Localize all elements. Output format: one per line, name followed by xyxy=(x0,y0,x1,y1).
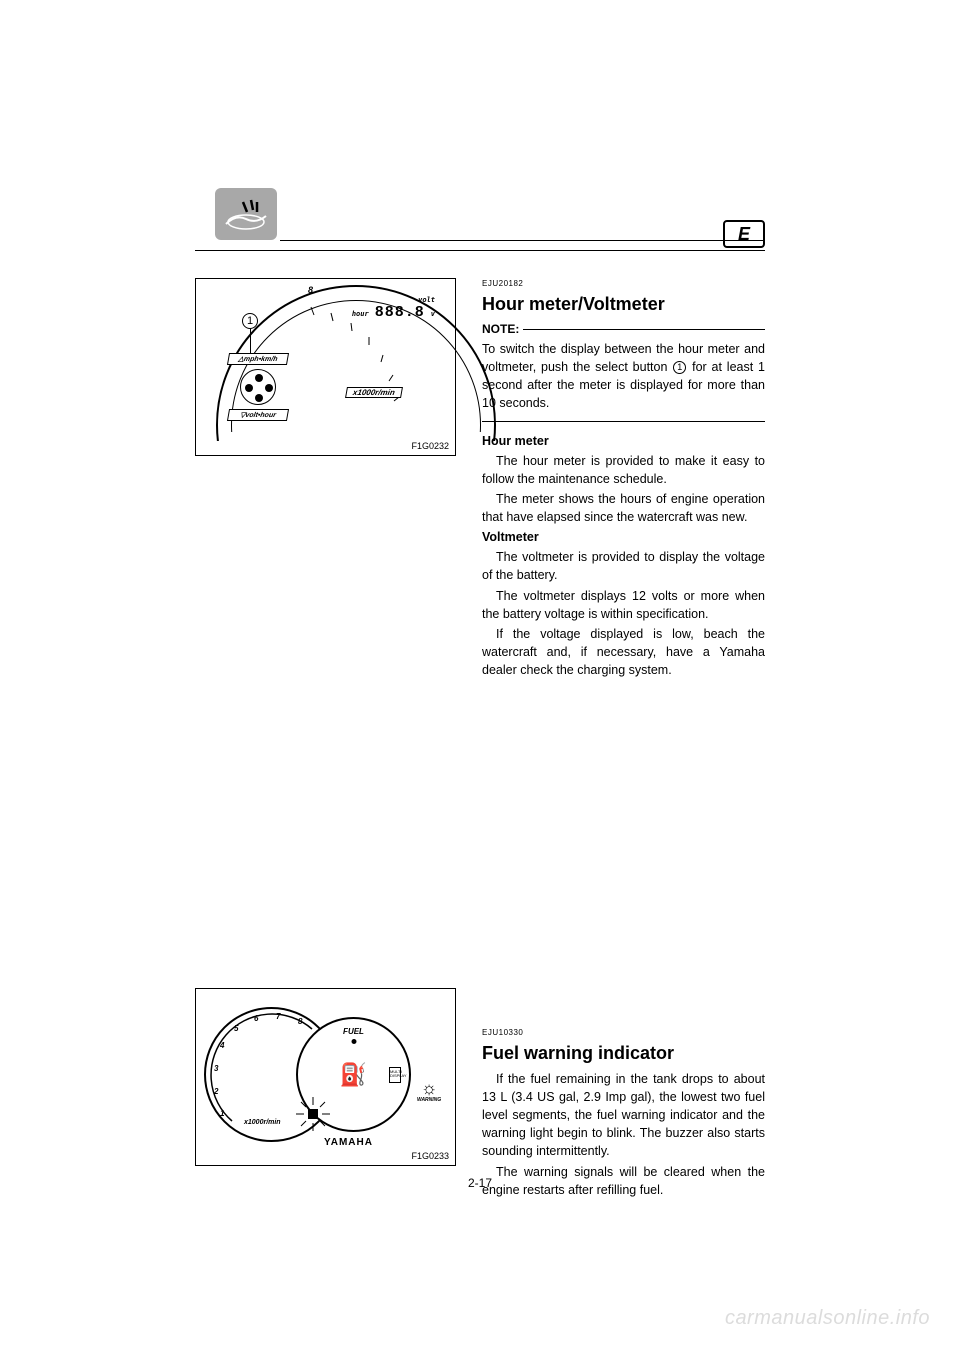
tach-unit-label: x1000r/min xyxy=(244,1119,281,1126)
page-number: 2-17 xyxy=(195,1176,765,1190)
note-body: To switch the display between the hour m… xyxy=(482,340,765,413)
page-header: E xyxy=(195,190,765,260)
header-rule xyxy=(195,250,765,251)
reference-code: EJU10330 xyxy=(482,1027,765,1039)
paragraph: The voltmeter displays 12 volts or more … xyxy=(482,587,765,623)
subheading-voltmeter: Voltmeter xyxy=(482,528,765,546)
paragraph: The voltmeter is provided to display the… xyxy=(482,548,765,584)
note-header: NOTE: xyxy=(482,321,765,338)
language-badge: E xyxy=(723,220,765,248)
note-label: NOTE: xyxy=(482,321,519,338)
subheading-hour-meter: Hour meter xyxy=(482,432,765,450)
paragraph: If the voltage displayed is low, beach t… xyxy=(482,625,765,679)
volt-hour-label: ▽volt•hour xyxy=(227,409,289,421)
figure-code: F1G0232 xyxy=(411,441,449,451)
reference-code: EJU20182 xyxy=(482,278,765,290)
select-button xyxy=(240,369,276,405)
text-column: EJU20182 Hour meter/Voltmeter NOTE: To s… xyxy=(482,278,765,1199)
manual-page: E 8 xyxy=(195,190,765,1190)
fuel-label: FUEL xyxy=(343,1027,364,1036)
select-button-group: △mph•km/h ▽volt•hour xyxy=(228,351,288,423)
section-hour-voltmeter: EJU20182 Hour meter/Voltmeter NOTE: To s… xyxy=(482,278,765,679)
callout-number: 1 xyxy=(242,313,258,329)
tach-unit-label: x1000r/min xyxy=(345,387,403,398)
paragraph: The meter shows the hours of engine oper… xyxy=(482,490,765,526)
figure-code: F1G0233 xyxy=(411,1151,449,1161)
fuel-pump-icon: ⛽ xyxy=(340,1062,367,1088)
figure-fuel-warning: 1 2 3 4 5 6 7 8 x1000r/min FUEL xyxy=(195,988,456,1166)
lcd-display: volt hour 888.8 v xyxy=(352,295,435,320)
warning-light-icon: ☼ WARNING xyxy=(417,1079,441,1103)
section-title: Fuel warning indicator xyxy=(482,1040,765,1066)
brand-label: YAMAHA xyxy=(324,1137,373,1148)
section-icon xyxy=(215,188,277,240)
paragraph: The hour meter is provided to make it ea… xyxy=(482,452,765,488)
callout-ref: 1 xyxy=(673,361,686,374)
multi-display-label: MULTI DISPLAY xyxy=(389,1067,401,1083)
header-rule xyxy=(280,240,765,241)
content-columns: 8 volt hour 888.8 v xyxy=(195,278,765,1199)
figure-hour-voltmeter: 8 volt hour 888.8 v xyxy=(195,278,456,456)
tach-max-value: 8 xyxy=(308,285,313,295)
note-end-rule xyxy=(482,421,765,422)
watermark: carmanualsonline.info xyxy=(725,1307,930,1330)
paragraph: If the fuel remaining in the tank drops … xyxy=(482,1070,765,1161)
figures-column: 8 volt hour 888.8 v xyxy=(195,278,460,1199)
mph-kmh-label: △mph•km/h xyxy=(227,353,289,365)
section-fuel-warning: EJU10330 Fuel warning indicator If the f… xyxy=(482,1027,765,1199)
section-title: Hour meter/Voltmeter xyxy=(482,291,765,317)
